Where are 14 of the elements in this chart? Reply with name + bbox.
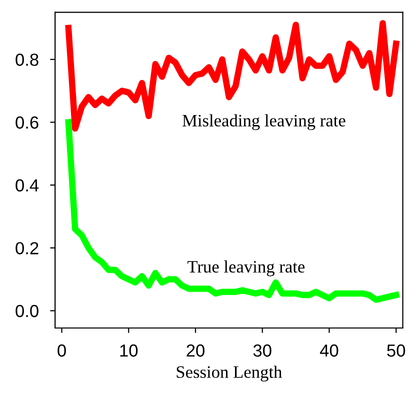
x-tick-label: 20 xyxy=(186,344,204,357)
y-tick-label: 0.0 xyxy=(16,304,38,318)
y-tick-label: 0.4 xyxy=(16,179,39,192)
x-tick-label: 50 xyxy=(387,344,406,357)
x-axis-title: Session Length xyxy=(176,366,282,382)
x-tick-label: 30 xyxy=(253,344,272,357)
x-tick-label: 40 xyxy=(320,344,338,357)
y-tick-label: 0.2 xyxy=(16,242,38,254)
x-tick-label: 10 xyxy=(120,344,138,357)
y-tick-label: 0.6 xyxy=(16,116,38,129)
series-label: Misleading leaving rate xyxy=(182,114,346,130)
x-tick-label: 0 xyxy=(58,344,66,357)
series-label: True leaving rate xyxy=(188,260,305,276)
y-tick-label: 0.8 xyxy=(16,54,38,66)
